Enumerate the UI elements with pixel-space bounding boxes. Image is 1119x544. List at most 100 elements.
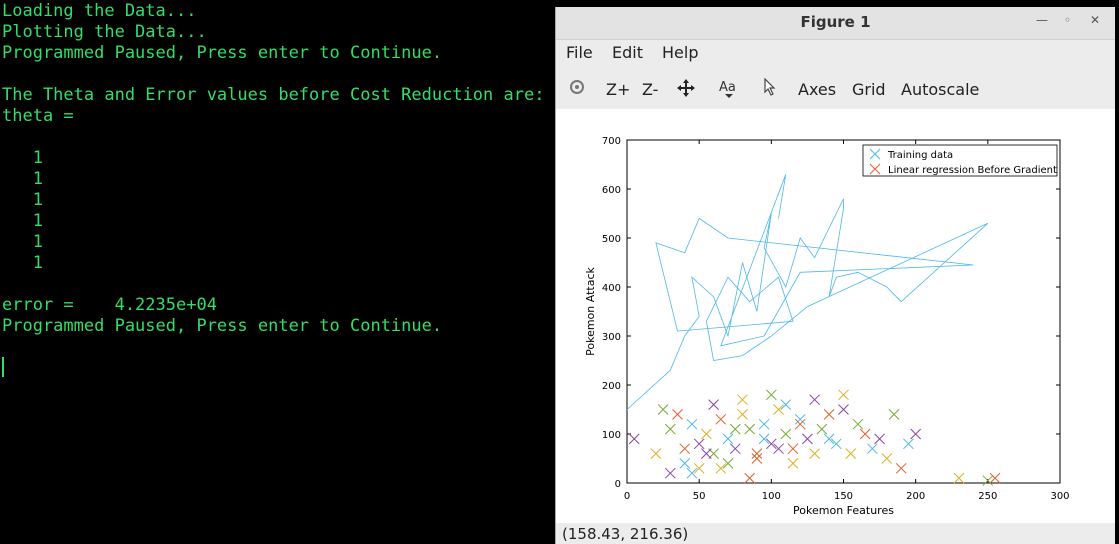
training-data-point [657,404,669,415]
terminal-line: Plotting the Data... [2,22,207,42]
x-tick-label: 250 [978,491,997,502]
training-data-point [823,433,835,445]
x-axis-label: Pokemon Features [793,504,894,517]
training-data-point [881,453,893,464]
training-data-point [780,428,792,440]
training-data-point [802,433,813,445]
y-tick-label: 700 [602,136,621,147]
terminal-line: 1 [2,169,43,189]
x-tick-label: 150 [834,491,853,502]
x-tick-label: 0 [624,491,630,502]
training-data-point [780,399,792,410]
toolbar: Z+ Z- Aa Axes Grid Autoscale [556,66,1115,114]
cursor-coordinates: (158.43, 216.36) [562,525,689,543]
terminal-line: error = 4.2235e+04 [2,295,217,315]
restore-icon[interactable]: ◦ [1064,13,1072,27]
training-data-point [737,394,748,406]
training-data-point [794,418,806,430]
training-data-point [715,462,727,474]
training-data-point [838,389,849,401]
terminal-line: 1 [2,190,43,210]
training-data-point [787,458,799,469]
training-data-point [867,443,878,455]
select-icon[interactable] [762,77,778,100]
training-data-point [809,394,820,406]
training-data-point [910,428,922,440]
legend-marker [869,148,881,160]
training-data-point [823,409,835,420]
menu-edit[interactable]: Edit [612,43,643,62]
training-data-point [874,433,885,445]
terminal-line: 1 [2,253,43,273]
training-data-point [895,462,907,474]
scatter-chart[interactable]: 0 50 100 150 200 250 300 0 100 200 300 400 500 600 700… [556,109,1115,524]
y-tick-label: 300 [602,332,621,343]
axes-button[interactable]: Axes [798,80,837,99]
menu-file[interactable]: File [566,43,593,62]
y-tick-label: 0 [615,479,621,490]
minimize-icon[interactable]: — [1036,13,1048,27]
training-data-point [838,404,849,415]
training-data-point [679,458,691,469]
terminal-cursor [2,357,4,377]
legend-box [862,144,1058,177]
menu-help[interactable]: Help [662,43,699,62]
training-data-point [744,423,756,435]
menu-bar: File Edit Help [556,40,1115,66]
autoscale-button[interactable]: Autoscale [901,80,980,99]
training-data-point [787,443,799,455]
plot-canvas[interactable]: 0 50 100 150 200 250 300 0 100 200 300 400 500 600 700… [556,109,1115,524]
training-data-point [650,448,662,459]
x-tick-label: 300 [1050,491,1069,502]
training-data-point [773,443,784,455]
training-data-point [693,462,705,474]
training-data-point [664,467,676,479]
title-bar[interactable]: Figure 1 — ◦ ✕ [556,7,1115,40]
training-data-point [903,438,914,450]
training-data-point [686,418,698,430]
y-tick-label: 400 [602,283,621,294]
y-axis-label: Pokemon Attack [584,266,597,355]
text-icon[interactable]: Aa [718,77,740,103]
pan-icon[interactable] [676,78,696,102]
training-data-point [722,433,734,445]
svg-text:Aa: Aa [719,80,736,95]
training-data-point [701,448,712,459]
training-data-point [888,409,900,420]
training-data-point [751,448,763,459]
close-icon[interactable]: ✕ [1090,13,1101,27]
status-bar: (158.43, 216.36) [556,523,1115,544]
training-data-point [845,448,857,459]
terminal-line: The Theta and Error values before Cost R… [2,85,545,105]
legend-marker [869,163,881,175]
grid-button[interactable]: Grid [852,80,886,99]
training-data-point [715,413,727,425]
zoom-in-button[interactable]: Z+ [606,80,631,99]
plot-frame [626,139,1061,484]
training-data-point [773,404,784,415]
training-data-point [679,443,691,455]
x-tick-label: 100 [762,491,781,502]
training-data-point [859,428,871,440]
terminal-window[interactable]: Loading the Data... Plotting the Data... P… [0,0,556,544]
rotate-icon[interactable] [568,78,586,100]
terminal-line [0,274,556,295]
training-data-point [816,423,828,435]
y-tick-label: 500 [602,234,621,245]
figure-window: Figure 1 — ◦ ✕ File Edit Help Z+ Z- Aa A… [555,7,1115,544]
terminal-line [0,64,556,85]
terminal-line: 1 [2,232,43,252]
window-title: Figure 1 [800,13,871,31]
zoom-out-button[interactable]: Z- [642,80,659,99]
training-data-point [982,475,994,486]
training-data-point [751,453,763,464]
training-data-point [744,472,756,484]
x-tick-label: 50 [693,491,706,502]
y-tick-label: 200 [602,381,621,392]
regression-series-line [626,174,989,410]
training-data-point [765,389,777,401]
training-data-point [664,423,676,435]
training-data-point [765,438,777,450]
terminal-line: Programmed Paused, Press enter to Contin… [2,316,443,336]
terminal-line: 1 [2,211,43,231]
